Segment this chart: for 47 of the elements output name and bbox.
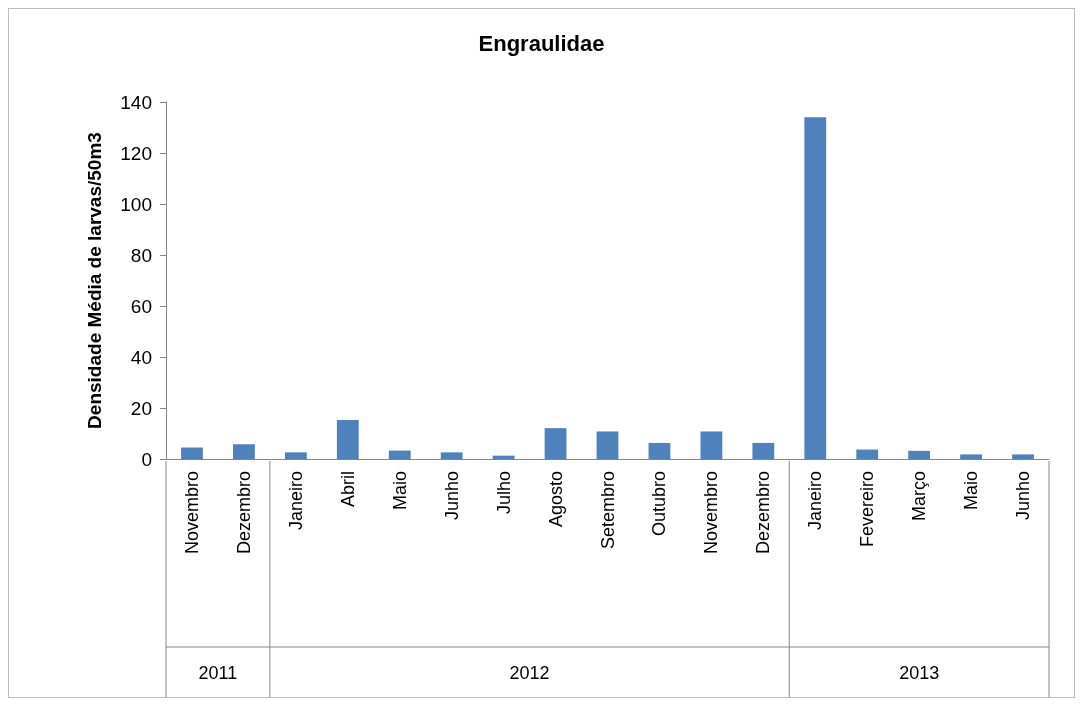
x-tick-label: Agosto [545,471,566,528]
x-tick-label: Janeiro [805,471,826,531]
y-tick-label: 0 [141,448,152,470]
x-tick-label: Maio [961,471,982,511]
x-tick-label: Setembro [597,471,618,550]
bar [908,450,931,459]
bar [284,452,307,459]
y-tick-label: 60 [130,295,152,317]
bar [492,455,515,459]
y-tick-label: 120 [120,142,152,164]
chart-title: Engraulidae [478,30,605,56]
y-axis-title: Densidade Média de larvas/50m3 [84,132,105,429]
x-tick-label: Novembro [181,471,202,555]
y-tick-label: 140 [120,91,152,113]
text: 2013 [899,663,940,683]
x-tick-label: Janeiro [285,471,306,531]
x-tick-label: Fevereiro [857,471,878,548]
x-tick-label: Novembro [701,471,722,555]
bar [336,419,359,459]
bar [233,444,255,459]
bar [181,447,203,459]
x-tick-label: Março [909,471,930,522]
bar [960,454,982,459]
y-tick-label: 80 [130,244,152,266]
bar [752,442,775,459]
bar [544,428,567,459]
text: 2012 [509,663,550,683]
y-tick-label: 40 [130,346,152,368]
x-tick-label: Abril [337,471,358,508]
x-tick-label: Dezembro [233,471,254,555]
bar [388,450,411,459]
x-tick-label: Maio [389,471,410,511]
x-tick-label: Junho [1013,471,1034,521]
x-tick-label: Junho [441,471,462,521]
bar [648,442,671,459]
text: 2011 [198,663,238,683]
bar [596,431,619,459]
y-tick-label: 100 [120,193,152,215]
bar [700,431,723,459]
x-tick-label: Dezembro [753,471,774,555]
bar [440,452,463,459]
y-tick-label: 20 [130,397,152,419]
bar [856,449,879,459]
x-tick-label: Outubro [649,471,670,537]
bar [804,117,827,459]
bar [1012,454,1034,459]
x-tick-label: Julho [493,471,514,515]
